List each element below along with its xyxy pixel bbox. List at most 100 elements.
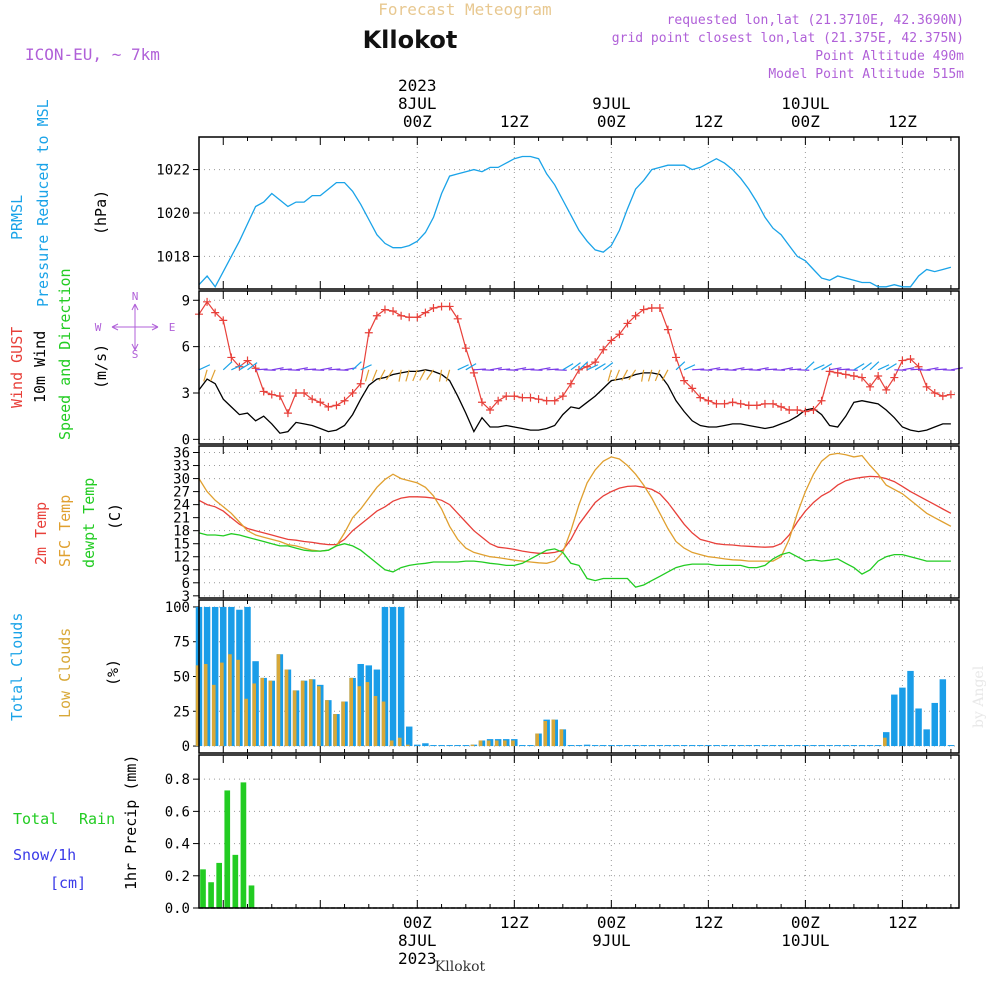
low-cloud-bar — [228, 654, 232, 747]
y-tick-label: 25 — [173, 704, 190, 720]
total-cloud-bar — [818, 745, 825, 747]
panel-frame — [198, 754, 960, 909]
pressure-unit: (hPa) — [92, 190, 110, 235]
low-cloud-bar — [357, 686, 362, 747]
low-cloud-bar — [244, 698, 248, 747]
total-cloud-bar — [462, 745, 470, 747]
wind-direction-arrow — [861, 362, 872, 371]
gust-marker — [566, 379, 575, 388]
gust-marker — [599, 345, 608, 354]
bottom-time-label: 2023 — [398, 949, 437, 968]
total-cloud-bar — [713, 745, 720, 747]
wind-direction-arrow — [764, 368, 777, 371]
wind-direction-arrow — [607, 369, 612, 382]
wind-direction-arrow — [647, 369, 653, 382]
wind-direction-arrow — [683, 364, 696, 371]
low-cloud-bar — [478, 740, 483, 747]
wind-direction-arrow — [740, 368, 753, 371]
gust-marker — [712, 399, 721, 408]
gust-marker — [631, 311, 640, 320]
compass-rose: N S W E — [95, 290, 176, 361]
total-cloud-bar — [947, 745, 955, 747]
y-tick-label: 18 — [173, 524, 190, 540]
total-cloud-bar — [697, 745, 704, 747]
top-time-label: 8JUL — [398, 94, 437, 113]
y-tick-label: 9 — [182, 293, 190, 309]
wind-direction-arrow — [661, 369, 669, 381]
top-time-label: 9JUL — [592, 94, 631, 113]
top-time-label: 00Z — [403, 112, 432, 131]
y-tick-label: 1022 — [156, 163, 190, 179]
gust-marker — [421, 308, 430, 317]
rain-bar — [240, 782, 247, 908]
compass-arrows — [111, 303, 159, 351]
wind-direction-arrow — [210, 369, 216, 382]
wind-direction-arrow — [877, 364, 890, 371]
gust-marker — [486, 406, 495, 414]
bottom-time-label: 00Z — [597, 913, 626, 932]
low-cloud-bar — [292, 690, 297, 747]
requested-coords: requested lon,lat (21.3710E, 42.3690N) — [667, 13, 964, 28]
wind-direction-arrow — [562, 363, 574, 371]
wind-direction-arrow — [426, 369, 434, 381]
total-cloud-bar — [656, 745, 664, 747]
wind-direction-arrow — [570, 362, 581, 371]
gust-marker — [906, 355, 915, 363]
gust-marker — [356, 379, 365, 388]
total-cloud-bar — [389, 606, 397, 747]
low-cloud-bar — [211, 684, 216, 747]
gust-marker — [825, 367, 834, 376]
total-cloud-bar — [777, 745, 785, 747]
gust-marker — [558, 392, 567, 401]
wind-direction-arrow — [222, 361, 233, 371]
low-cloud-bar — [268, 680, 273, 747]
wind-direction-arrow — [271, 367, 284, 371]
top-time-label: 12Z — [888, 112, 917, 131]
gust-marker — [607, 336, 616, 345]
wind-direction-arrow — [628, 369, 637, 381]
wind-direction-arrow — [902, 367, 915, 371]
total-cloud-bar — [640, 745, 647, 747]
wind-direction-arrow — [489, 367, 502, 371]
total-cloud-bar — [842, 745, 850, 747]
wind-direction-arrow — [295, 367, 308, 371]
gust-marker — [510, 392, 519, 401]
wind-direction-arrow — [602, 362, 614, 371]
gust-marker — [211, 308, 220, 317]
wind-direction-arrow — [934, 368, 947, 371]
wind-direction-arrow — [641, 369, 645, 382]
total-cloud-bar — [672, 745, 680, 747]
wind-direction-arrow — [594, 363, 606, 371]
wind-panel: 0 3 6 9 — [182, 290, 963, 448]
gust-marker — [777, 402, 786, 411]
low-cloud-bar — [325, 700, 329, 747]
low-cloud-bar — [389, 740, 394, 747]
total-cloud-bar — [802, 745, 809, 747]
low-cloud-bar — [276, 654, 281, 747]
gust-marker — [340, 396, 349, 405]
temp-unit: (C) — [106, 503, 124, 530]
total-cloud-bar — [583, 744, 591, 747]
wind-direction-arrow — [438, 369, 443, 382]
y-tick-label: 12 — [173, 550, 190, 566]
total-cloud-bar — [575, 745, 583, 747]
gust-marker — [874, 372, 883, 380]
temp-sfc-label: SFC Temp — [56, 495, 74, 567]
low-cloud-bar — [397, 737, 402, 747]
total-cloud-bar — [923, 729, 930, 747]
gust-marker — [469, 368, 478, 377]
gust-marker — [752, 401, 761, 410]
wind-direction-arrow — [473, 368, 486, 371]
wind-direction-arrow — [239, 363, 251, 371]
total-cloud-bar — [874, 745, 882, 747]
total-cloud-bar — [891, 694, 898, 747]
total-cloud-bar — [632, 745, 639, 747]
y-tick-label: 15 — [173, 537, 190, 553]
low-cloud-bar — [405, 744, 410, 747]
gust-marker — [389, 307, 398, 316]
low-cloud-bar — [551, 719, 556, 747]
low-cloud-bar — [220, 662, 224, 747]
panel-frame — [198, 445, 960, 599]
total-cloud-bar — [454, 745, 461, 747]
y-tick-label: 24 — [173, 498, 190, 514]
